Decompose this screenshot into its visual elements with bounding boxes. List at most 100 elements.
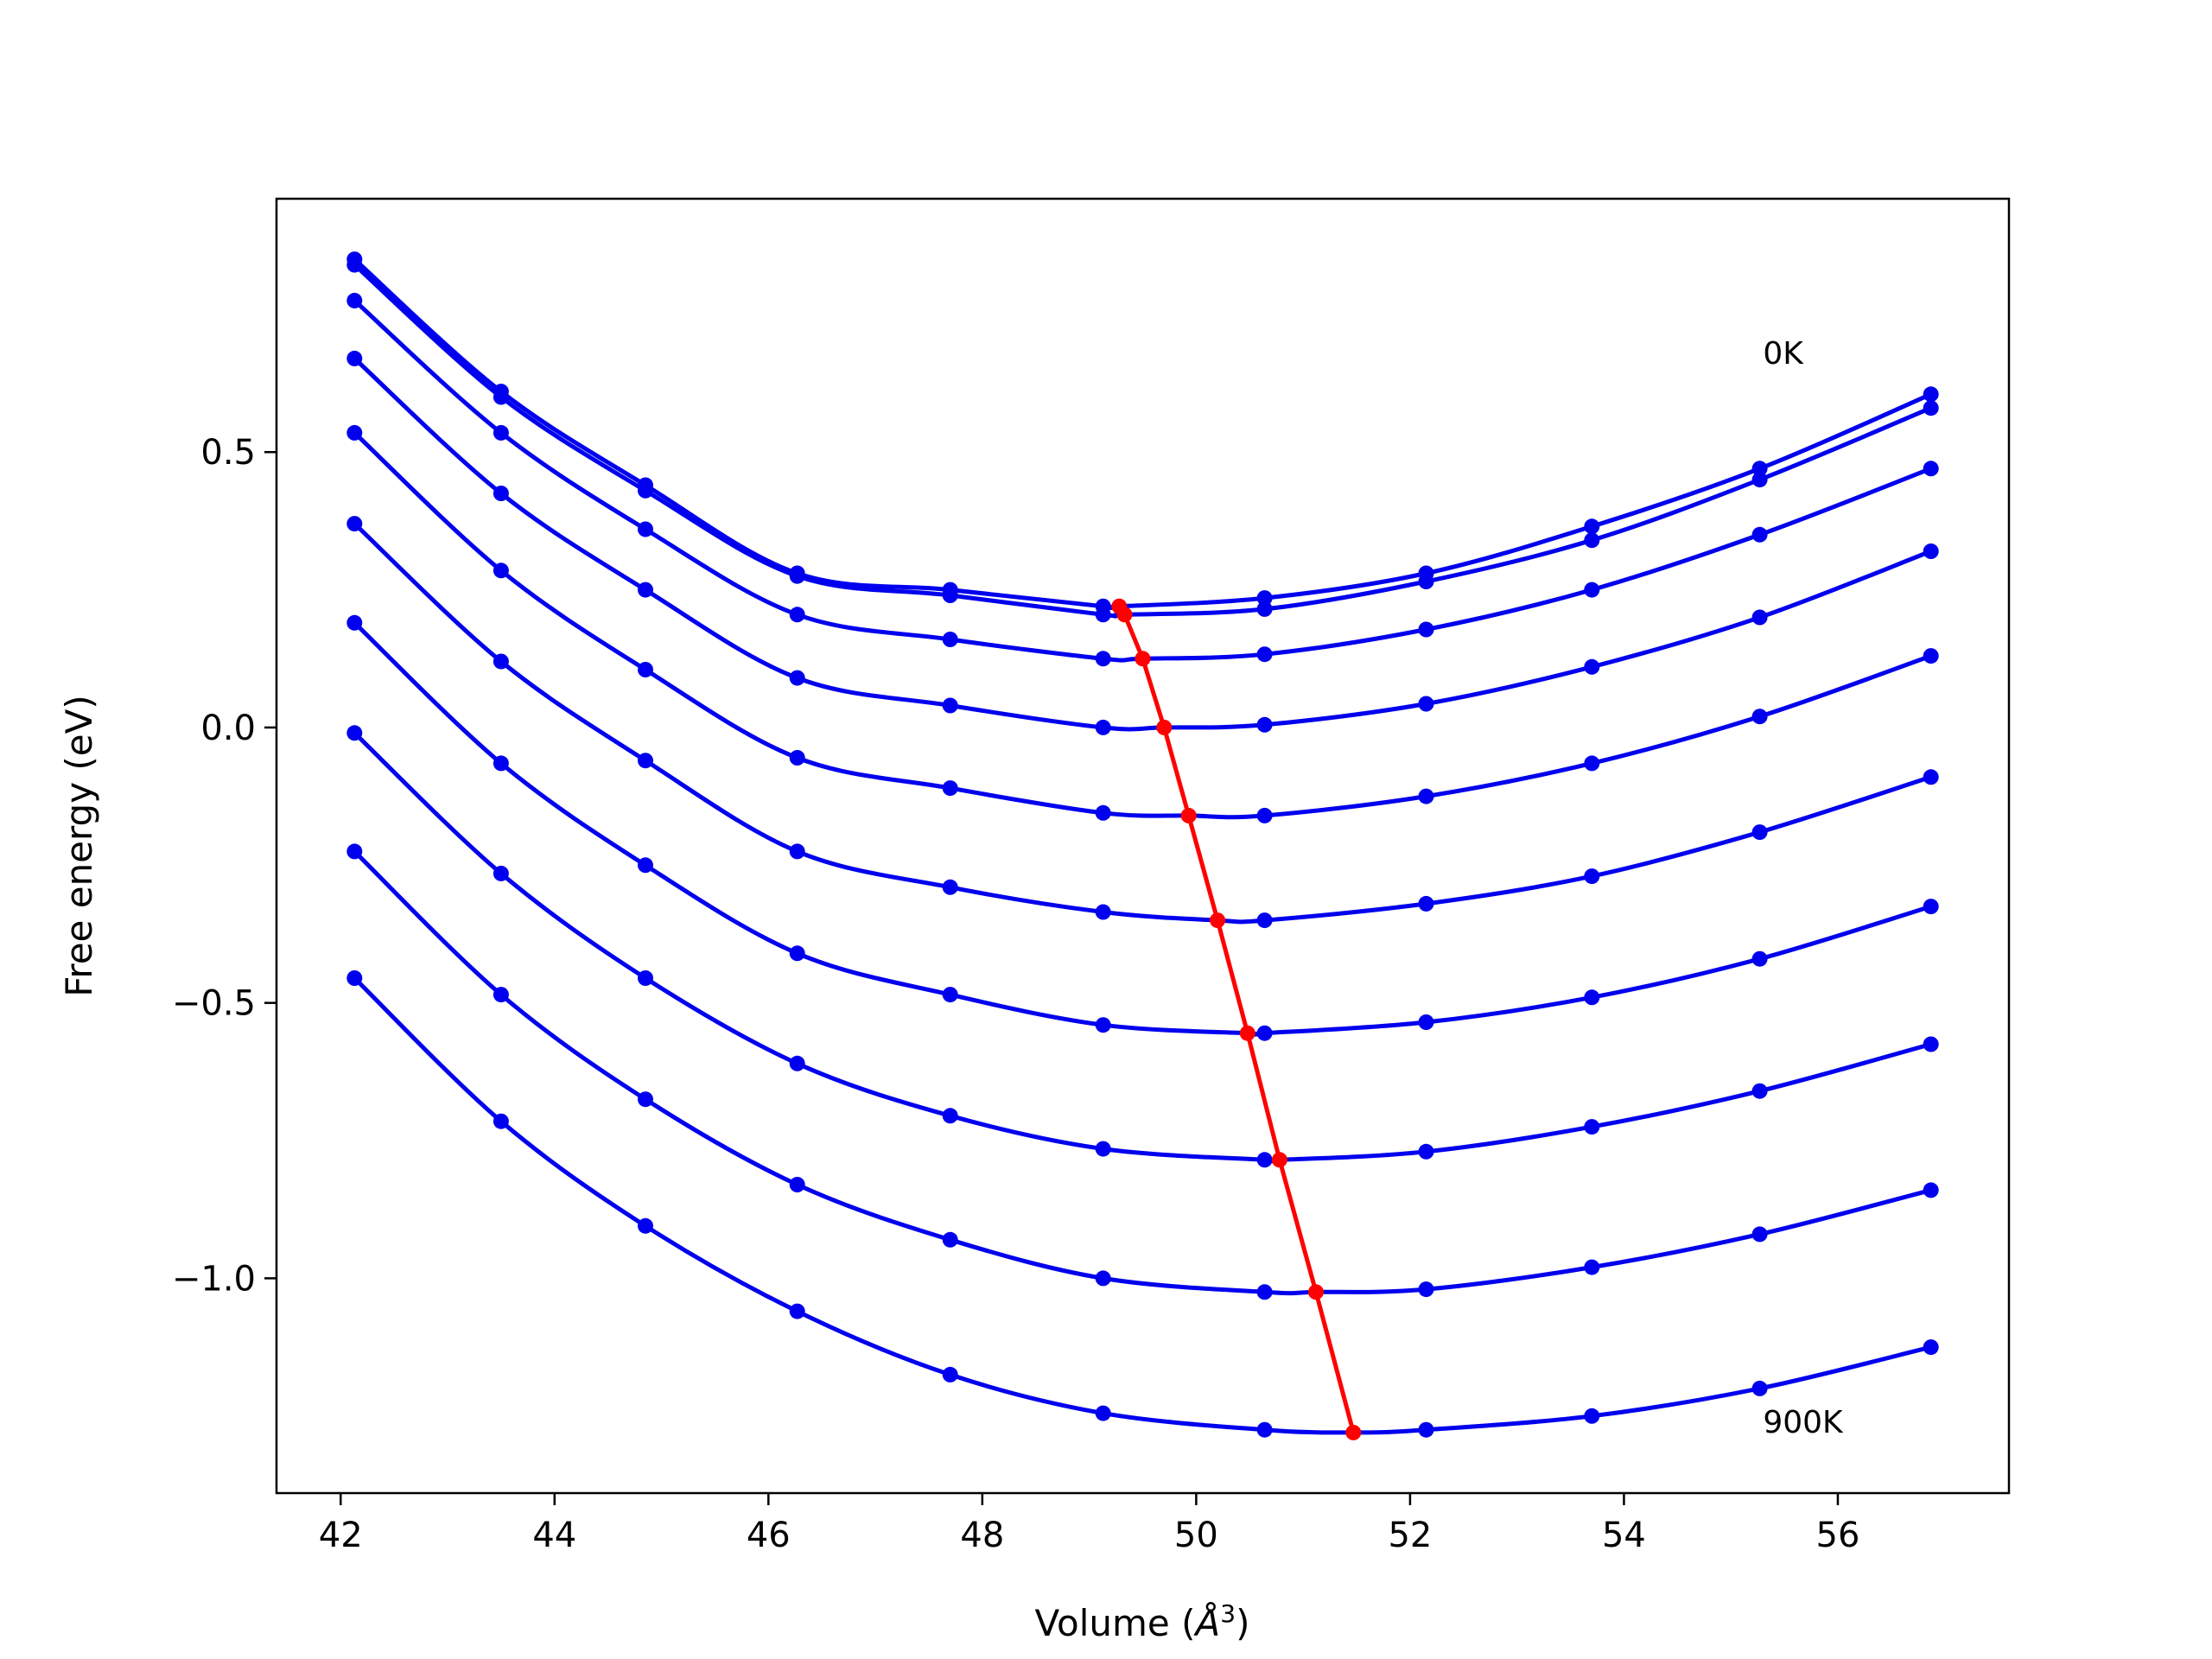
curve-line-1 — [353, 263, 1932, 619]
data-point — [346, 843, 363, 860]
data-point — [942, 780, 958, 797]
data-point — [346, 614, 363, 631]
x-axis-ticks: 42 44 46 48 50 52 54 56 — [319, 1493, 1859, 1555]
curve-line-8 — [353, 849, 1932, 1296]
data-point — [638, 970, 653, 986]
data-point — [638, 1091, 653, 1108]
data-point — [1751, 1226, 1768, 1243]
curve-line-3 — [353, 357, 1932, 732]
x-tick-label: 54 — [1602, 1516, 1646, 1555]
data-point — [1256, 1284, 1273, 1300]
minimum-point — [1345, 1424, 1362, 1440]
data-point — [1923, 1036, 1939, 1052]
x-axis-label-close: ) — [1236, 1602, 1249, 1644]
data-point — [638, 1217, 653, 1234]
temperature-annotation: 900K — [1763, 1405, 1844, 1440]
data-point — [1584, 1259, 1600, 1275]
data-point — [1095, 1270, 1111, 1287]
y-tick-label: −1.0 — [172, 1259, 256, 1299]
data-point — [1256, 590, 1273, 607]
data-point — [1418, 621, 1434, 638]
data-point — [346, 970, 363, 986]
data-point — [1418, 1281, 1434, 1298]
data-point — [1584, 755, 1600, 772]
curve-line-9 — [353, 976, 1932, 1435]
data-point — [1256, 912, 1273, 929]
data-point — [346, 350, 363, 366]
data-point — [493, 424, 509, 441]
annotations-group: 0K 900K — [1763, 336, 1844, 1440]
minimum-point — [1210, 912, 1226, 929]
data-point — [1095, 904, 1111, 920]
x-tick-label: 42 — [319, 1516, 363, 1555]
data-point — [1256, 601, 1273, 617]
x-tick-label: 44 — [532, 1516, 576, 1555]
data-point — [1751, 709, 1768, 725]
data-point — [1923, 400, 1939, 416]
data-point — [1256, 716, 1273, 733]
data-point — [1584, 518, 1600, 535]
data-point — [493, 865, 509, 881]
data-point — [1256, 807, 1273, 823]
data-point — [1584, 582, 1600, 598]
data-point — [1584, 532, 1600, 549]
data-point — [638, 482, 653, 499]
data-point — [789, 1303, 805, 1319]
curve-line-7 — [353, 731, 1932, 1164]
data-point — [346, 516, 363, 532]
data-point — [638, 857, 653, 874]
data-point — [942, 697, 958, 714]
minimum-point — [1116, 607, 1133, 623]
data-point — [638, 521, 653, 537]
data-point — [1256, 1152, 1273, 1168]
y-tick-label: 0.0 — [200, 709, 256, 748]
data-point — [789, 568, 805, 584]
data-point — [346, 424, 363, 441]
y-axis-label: Free energy (eV) — [58, 695, 100, 997]
data-point — [1418, 1421, 1434, 1438]
data-point — [1923, 1182, 1939, 1198]
data-point — [1095, 1017, 1111, 1033]
data-point — [1256, 1025, 1273, 1041]
data-point — [942, 588, 958, 603]
data-point — [942, 879, 958, 895]
y-tick-label: 0.5 — [200, 433, 256, 473]
minima-line-group — [1111, 598, 1362, 1440]
data-point — [346, 725, 363, 741]
curve-line-4 — [353, 431, 1932, 820]
minimum-point — [1308, 1284, 1324, 1300]
x-tick-label: 48 — [960, 1516, 1004, 1555]
data-point — [1095, 651, 1111, 667]
data-point — [942, 1366, 958, 1382]
data-point — [1418, 574, 1434, 589]
data-point — [789, 670, 805, 686]
data-point — [1256, 1421, 1273, 1438]
data-point — [1095, 719, 1111, 735]
data-point — [1751, 461, 1768, 477]
data-point — [638, 753, 653, 769]
data-point — [1751, 1380, 1768, 1396]
data-point — [638, 662, 653, 677]
curve-line-5 — [353, 522, 1932, 925]
data-point — [1923, 648, 1939, 664]
minimum-point — [1180, 807, 1197, 823]
data-point — [1418, 895, 1434, 912]
x-tick-label: 52 — [1388, 1516, 1432, 1555]
data-point — [1418, 1143, 1434, 1160]
data-point — [493, 486, 509, 501]
data-point — [1095, 1405, 1111, 1421]
data-point — [1418, 1014, 1434, 1030]
data-point — [493, 653, 509, 670]
data-point — [346, 292, 363, 308]
data-point — [1923, 386, 1939, 403]
data-point — [638, 582, 653, 598]
x-tick-label: 50 — [1174, 1516, 1218, 1555]
data-point — [1095, 804, 1111, 821]
data-point — [1751, 1083, 1768, 1099]
data-point — [1584, 1119, 1600, 1135]
data-point — [1751, 824, 1768, 841]
data-point — [1584, 868, 1600, 885]
data-point — [789, 750, 805, 766]
data-point — [493, 987, 509, 1003]
